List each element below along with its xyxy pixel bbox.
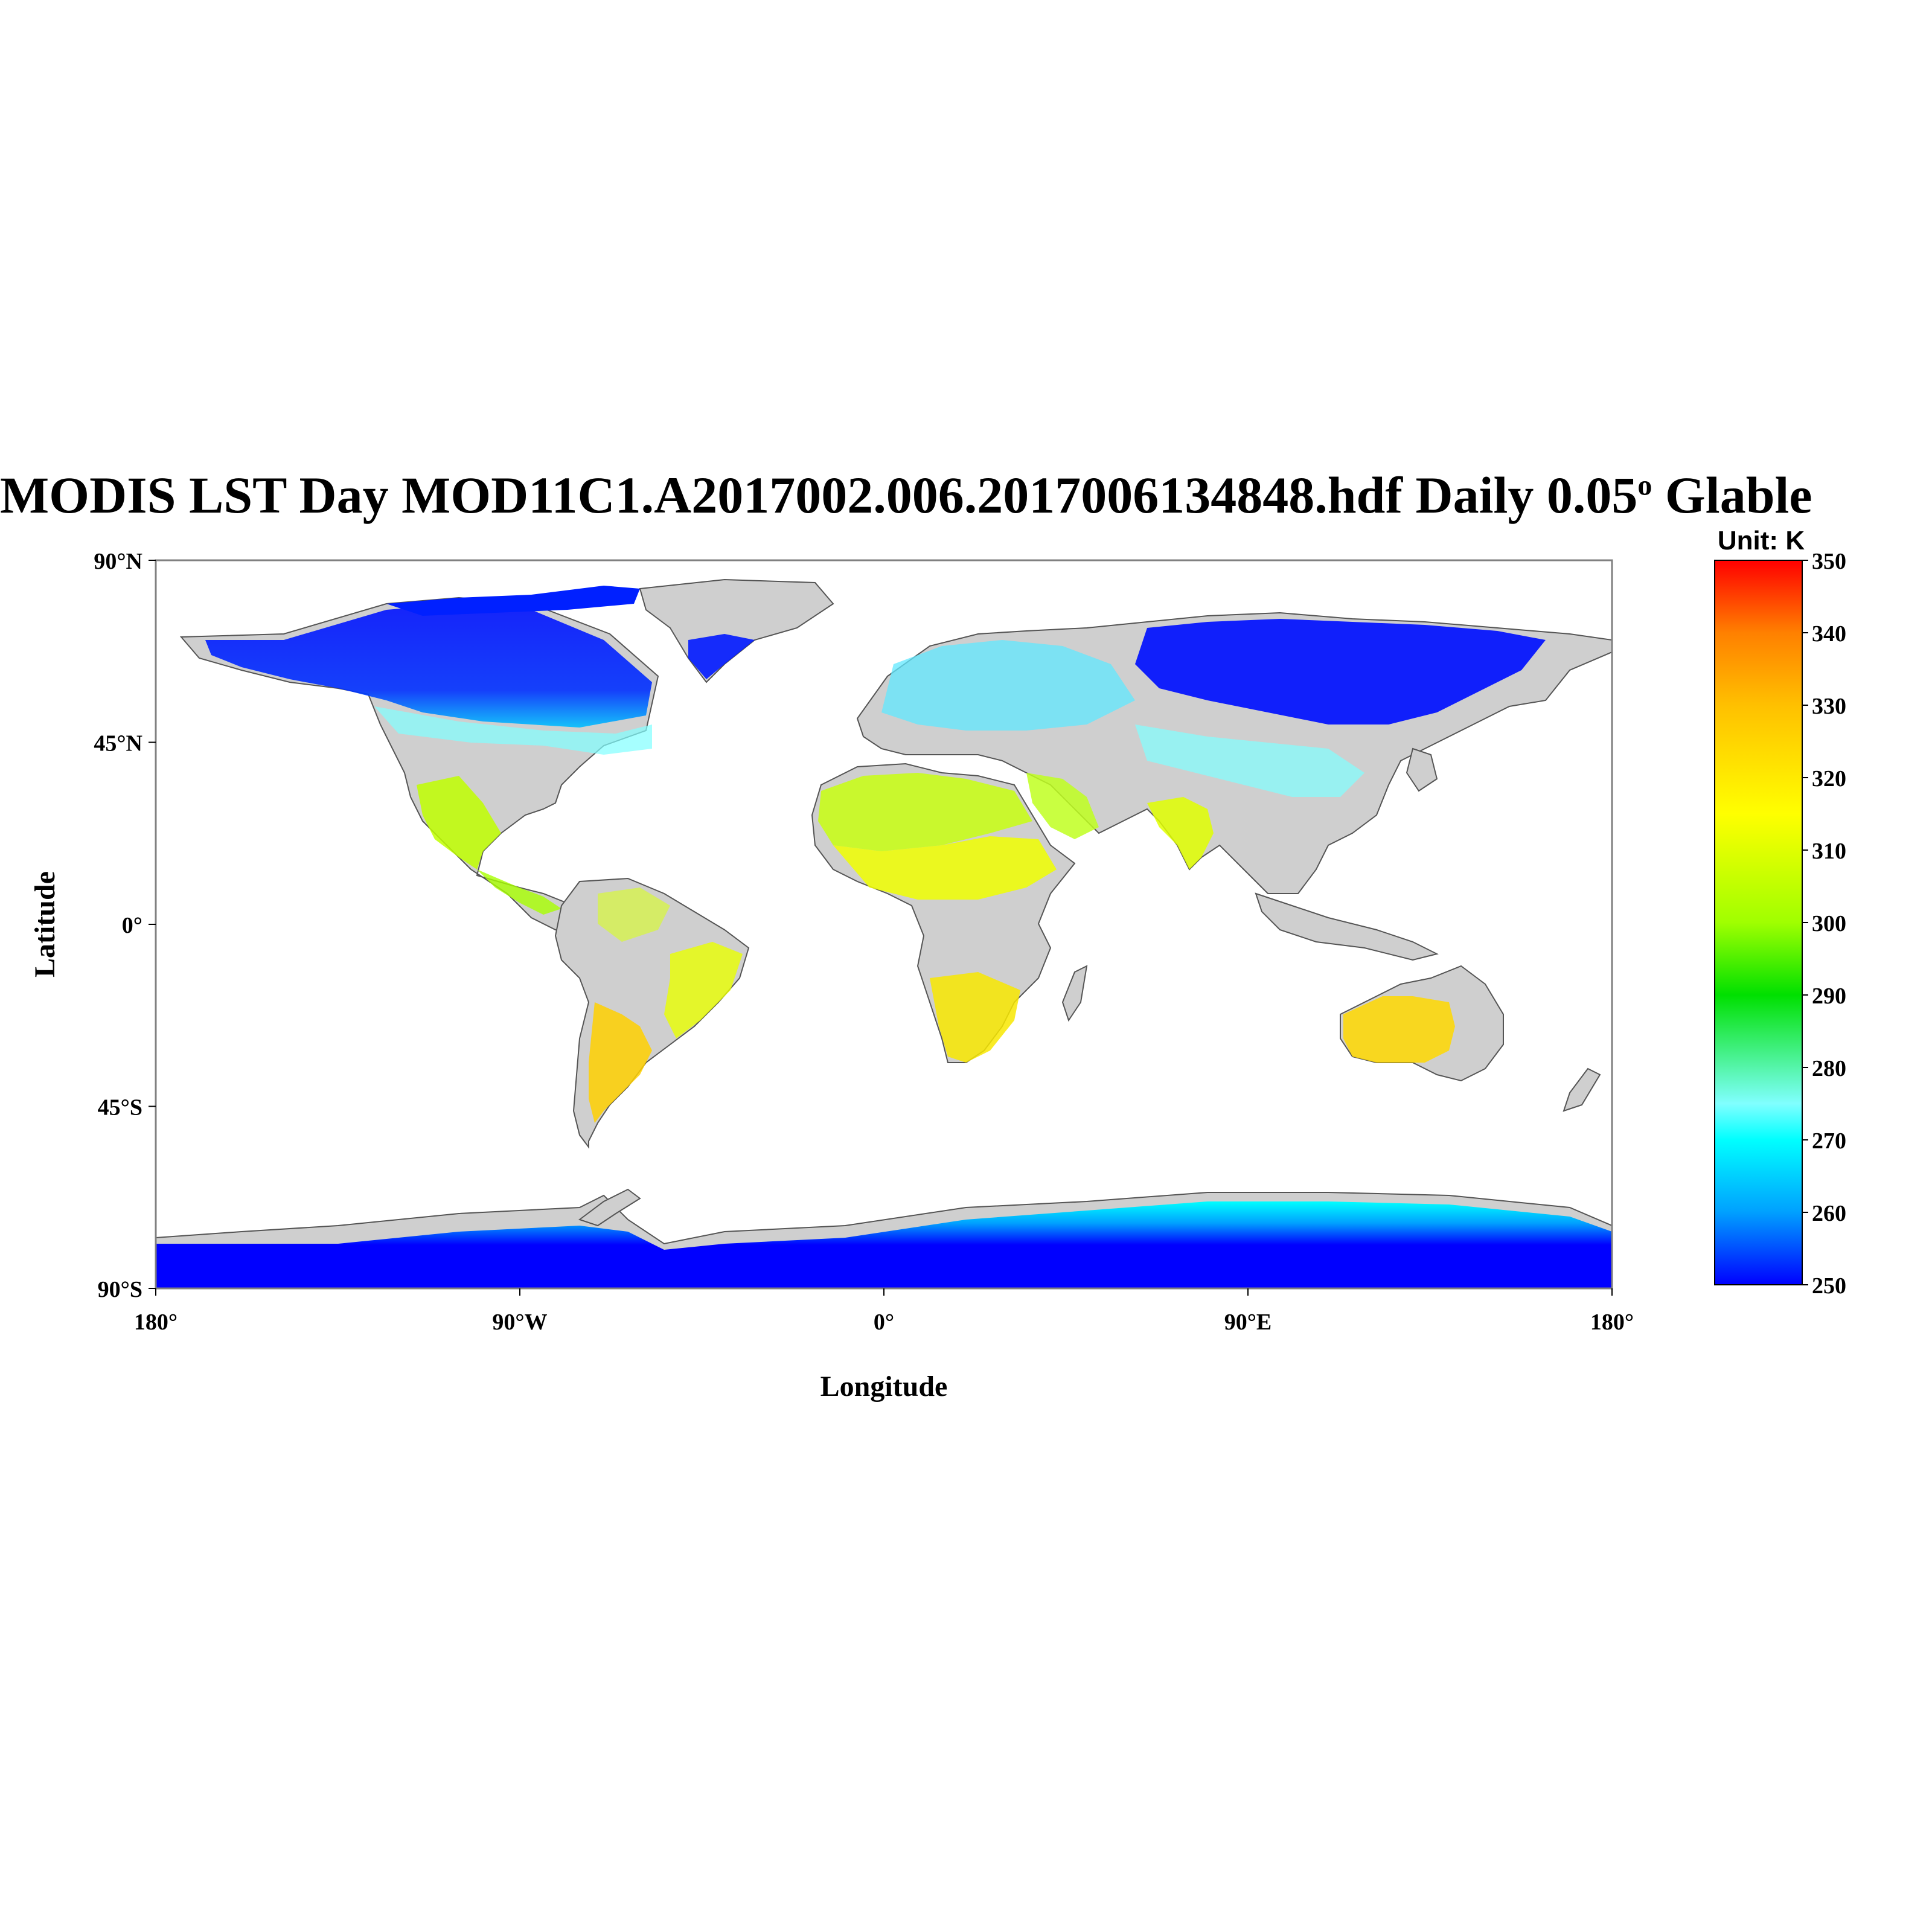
colorbar-tick-label: 280 bbox=[1812, 1056, 1846, 1081]
amazon-warm bbox=[598, 888, 670, 942]
x-tick-label: 90°E bbox=[1224, 1310, 1272, 1335]
colorbar-tick-label: 250 bbox=[1812, 1273, 1846, 1299]
sahel-warm bbox=[833, 836, 1057, 900]
indonesia bbox=[1255, 892, 1439, 961]
y-tick-label: 45°N bbox=[94, 731, 142, 756]
antarctica-cold bbox=[156, 1201, 1612, 1288]
arctic-islands bbox=[386, 586, 640, 616]
antarctic-peninsula bbox=[578, 1188, 641, 1227]
sahara-warm bbox=[818, 773, 1032, 851]
y-tick-label: 90°N bbox=[94, 549, 142, 574]
southern-africa-warm bbox=[930, 972, 1020, 1063]
x-tick-label: 180° bbox=[1590, 1310, 1634, 1335]
canada-pale bbox=[374, 706, 652, 755]
y-axis-label: Latitude bbox=[29, 871, 61, 977]
colorbar-tick-label: 330 bbox=[1812, 694, 1846, 719]
brazil-warm bbox=[664, 942, 743, 1038]
australia-warm bbox=[1343, 996, 1455, 1063]
map-title: MODIS LST Day MOD11C1.A2017002.006.20170… bbox=[0, 465, 1812, 525]
title-suffix: Glable bbox=[1652, 466, 1812, 524]
colorbar-tick-label: 290 bbox=[1812, 984, 1846, 1009]
arabia-warm bbox=[1026, 773, 1099, 839]
europe-cool bbox=[881, 640, 1135, 731]
x-axis-label: Longitude bbox=[820, 1371, 948, 1403]
x-tick-label: 180° bbox=[134, 1310, 178, 1335]
new-zealand bbox=[1563, 1067, 1601, 1112]
map-area bbox=[155, 559, 1613, 1290]
x-tick-label: 90°W bbox=[492, 1310, 547, 1335]
colorbar-ticks: 350 340 330 320 310 300 290 280 270 260 250 bbox=[1802, 549, 1846, 1299]
siberia-cold bbox=[1135, 619, 1546, 724]
colorbar-tick-label: 310 bbox=[1812, 839, 1846, 864]
title-text: MODIS LST Day MOD11C1.A2017002.006.20170… bbox=[0, 466, 1638, 524]
colorbar-tick-label: 260 bbox=[1812, 1201, 1846, 1226]
y-tick-label: 45°S bbox=[98, 1095, 142, 1121]
y-axis: 90°N 45°N 0° 45°S 90°S bbox=[94, 549, 156, 1302]
south-america-warm bbox=[589, 1002, 652, 1123]
colorbar-gradient bbox=[1714, 560, 1803, 1285]
title-degree: o bbox=[1637, 469, 1652, 502]
x-tick-label: 0° bbox=[874, 1310, 894, 1335]
india-warm bbox=[1147, 797, 1214, 869]
y-tick-label: 0° bbox=[122, 913, 142, 938]
colorbar: Unit: K 350 340 330 320 310 300 290 280 270 260 25… bbox=[1714, 526, 1846, 1299]
madagascar bbox=[1061, 965, 1088, 1022]
colorbar-tick-label: 340 bbox=[1812, 621, 1846, 647]
greenland-cold bbox=[688, 634, 755, 679]
north-america-cold bbox=[205, 604, 652, 728]
x-axis: 180° 90°W 0° 90°E 180° bbox=[134, 1288, 1634, 1335]
colorbar-unit-label: Unit: K bbox=[1718, 526, 1805, 555]
central-asia-cool bbox=[1135, 724, 1364, 797]
central-america-warm bbox=[477, 869, 561, 915]
colorbar-tick-label: 350 bbox=[1812, 549, 1846, 574]
mexico-warm bbox=[417, 776, 501, 869]
japan bbox=[1406, 747, 1438, 792]
y-tick-label: 90°S bbox=[98, 1277, 142, 1302]
colorbar-tick-label: 300 bbox=[1812, 911, 1846, 936]
colorbar-tick-label: 270 bbox=[1812, 1128, 1846, 1154]
colorbar-tick-label: 320 bbox=[1812, 766, 1846, 792]
